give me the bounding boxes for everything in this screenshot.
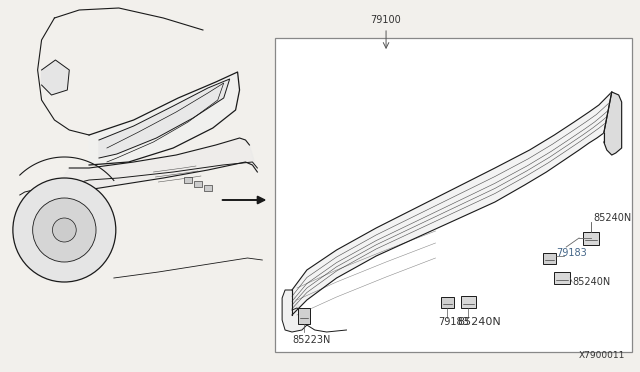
Circle shape [13,178,116,282]
Polygon shape [42,60,69,95]
Text: 85240N: 85240N [458,317,501,327]
Circle shape [52,218,76,242]
Bar [298,308,310,324]
Polygon shape [99,79,230,158]
Text: 79100: 79100 [371,15,401,25]
Text: 85240N: 85240N [593,213,631,223]
Bar [441,296,454,308]
Bar [184,177,192,183]
Bar [554,272,570,284]
Text: 85223N: 85223N [292,335,330,345]
Text: 85240N: 85240N [572,277,611,287]
Bar [461,296,476,308]
Circle shape [33,198,96,262]
Bar [194,181,202,187]
Text: X7900011: X7900011 [579,351,626,360]
Polygon shape [51,138,257,195]
Bar [543,253,556,263]
Polygon shape [89,72,239,165]
Polygon shape [604,92,621,155]
Polygon shape [292,92,612,315]
Bar [275,38,632,352]
Bar [204,185,212,191]
Bar [583,231,599,244]
Text: 79183: 79183 [556,248,587,258]
Text: 79183: 79183 [438,317,469,327]
Polygon shape [282,290,307,332]
